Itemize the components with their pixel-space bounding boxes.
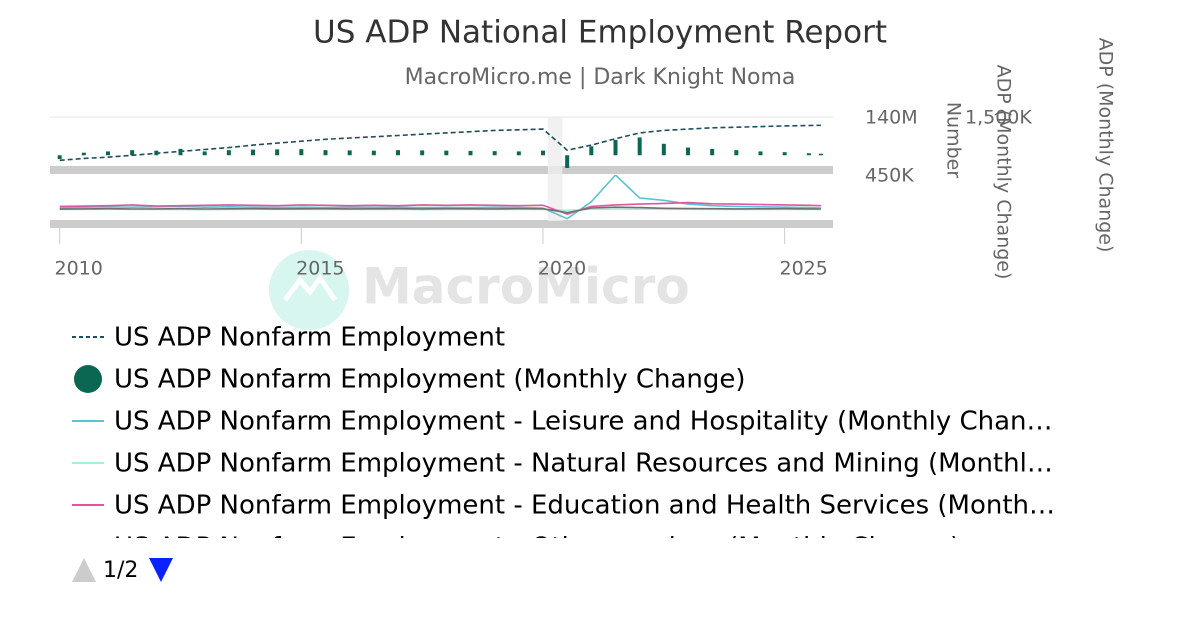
legend-page: 1/2 — [103, 558, 138, 583]
bar — [347, 150, 352, 156]
bar — [57, 155, 62, 160]
bar — [734, 150, 739, 156]
bar — [758, 151, 763, 156]
series-line — [59, 206, 821, 214]
x-tick-label: 2015 — [296, 258, 344, 280]
bar — [468, 150, 473, 156]
bar — [130, 150, 135, 156]
bar — [323, 150, 328, 156]
plot-area — [57, 124, 823, 168]
bar — [275, 149, 280, 156]
legend-label: US ADP Nonfarm Employment (Monthly Chang… — [114, 365, 746, 395]
x-tick-label: 2025 — [779, 258, 827, 280]
bar — [710, 148, 715, 156]
y-tick-label: 140M — [865, 107, 918, 129]
bar — [818, 153, 823, 156]
bar — [251, 149, 255, 156]
bar — [589, 146, 594, 156]
bar — [782, 152, 787, 156]
bar — [806, 153, 811, 156]
y-tick-label: 450K — [865, 165, 914, 187]
y2-axis-title: ADP (Monthly Change) — [1095, 38, 1117, 253]
series-line — [59, 201, 821, 215]
legend-label: US ADP Nonfarm Employment - Education an… — [114, 491, 1055, 521]
x-tick-label: 2020 — [538, 258, 586, 280]
bar — [154, 150, 159, 156]
series-line — [59, 175, 821, 220]
bar — [613, 139, 618, 156]
legend-page-down[interactable] — [149, 558, 173, 582]
bar — [178, 148, 183, 156]
bar — [396, 150, 400, 156]
bar — [492, 151, 497, 156]
bar — [661, 143, 666, 156]
chart-title: US ADP National Employment Report — [313, 15, 887, 51]
legend-page-up[interactable] — [72, 558, 96, 582]
series-line — [59, 124, 821, 162]
bar — [541, 150, 545, 156]
plot-area — [59, 175, 821, 220]
bar — [516, 151, 521, 156]
bar — [686, 147, 690, 156]
legend-label: US ADP Nonfarm Employment — [114, 323, 505, 353]
bar — [444, 150, 449, 156]
x-tick-label: 2010 — [54, 258, 102, 280]
y-axis-title: ADP (Monthly Change) — [993, 65, 1015, 280]
legend-label: US ADP Nonfarm Employment - Other servic… — [114, 533, 960, 563]
y2-tick-label: 1,500K — [965, 107, 1032, 129]
y-axis-title: Number — [943, 102, 965, 179]
bar — [637, 137, 642, 156]
chart-subtitle: MacroMicro.me | Dark Knight Noma — [405, 65, 796, 90]
bar — [106, 151, 110, 156]
bar — [565, 155, 570, 168]
bar — [299, 149, 304, 156]
legend-label: US ADP Nonfarm Employment - Leisure and … — [114, 407, 1053, 437]
watermark: MacroMicro — [362, 258, 690, 316]
bar — [202, 151, 207, 156]
recession-band — [547, 117, 563, 221]
legend-label: US ADP Nonfarm Employment - Natural Reso… — [114, 449, 1053, 479]
bar — [371, 150, 376, 156]
legend-swatch — [74, 365, 102, 393]
bar — [226, 150, 231, 156]
bar — [420, 150, 425, 156]
bar — [81, 152, 86, 156]
legend: US ADP Nonfarm Employment US ADP Nonfarm … — [72, 323, 1055, 563]
watermark-logo-mark — [283, 273, 338, 302]
